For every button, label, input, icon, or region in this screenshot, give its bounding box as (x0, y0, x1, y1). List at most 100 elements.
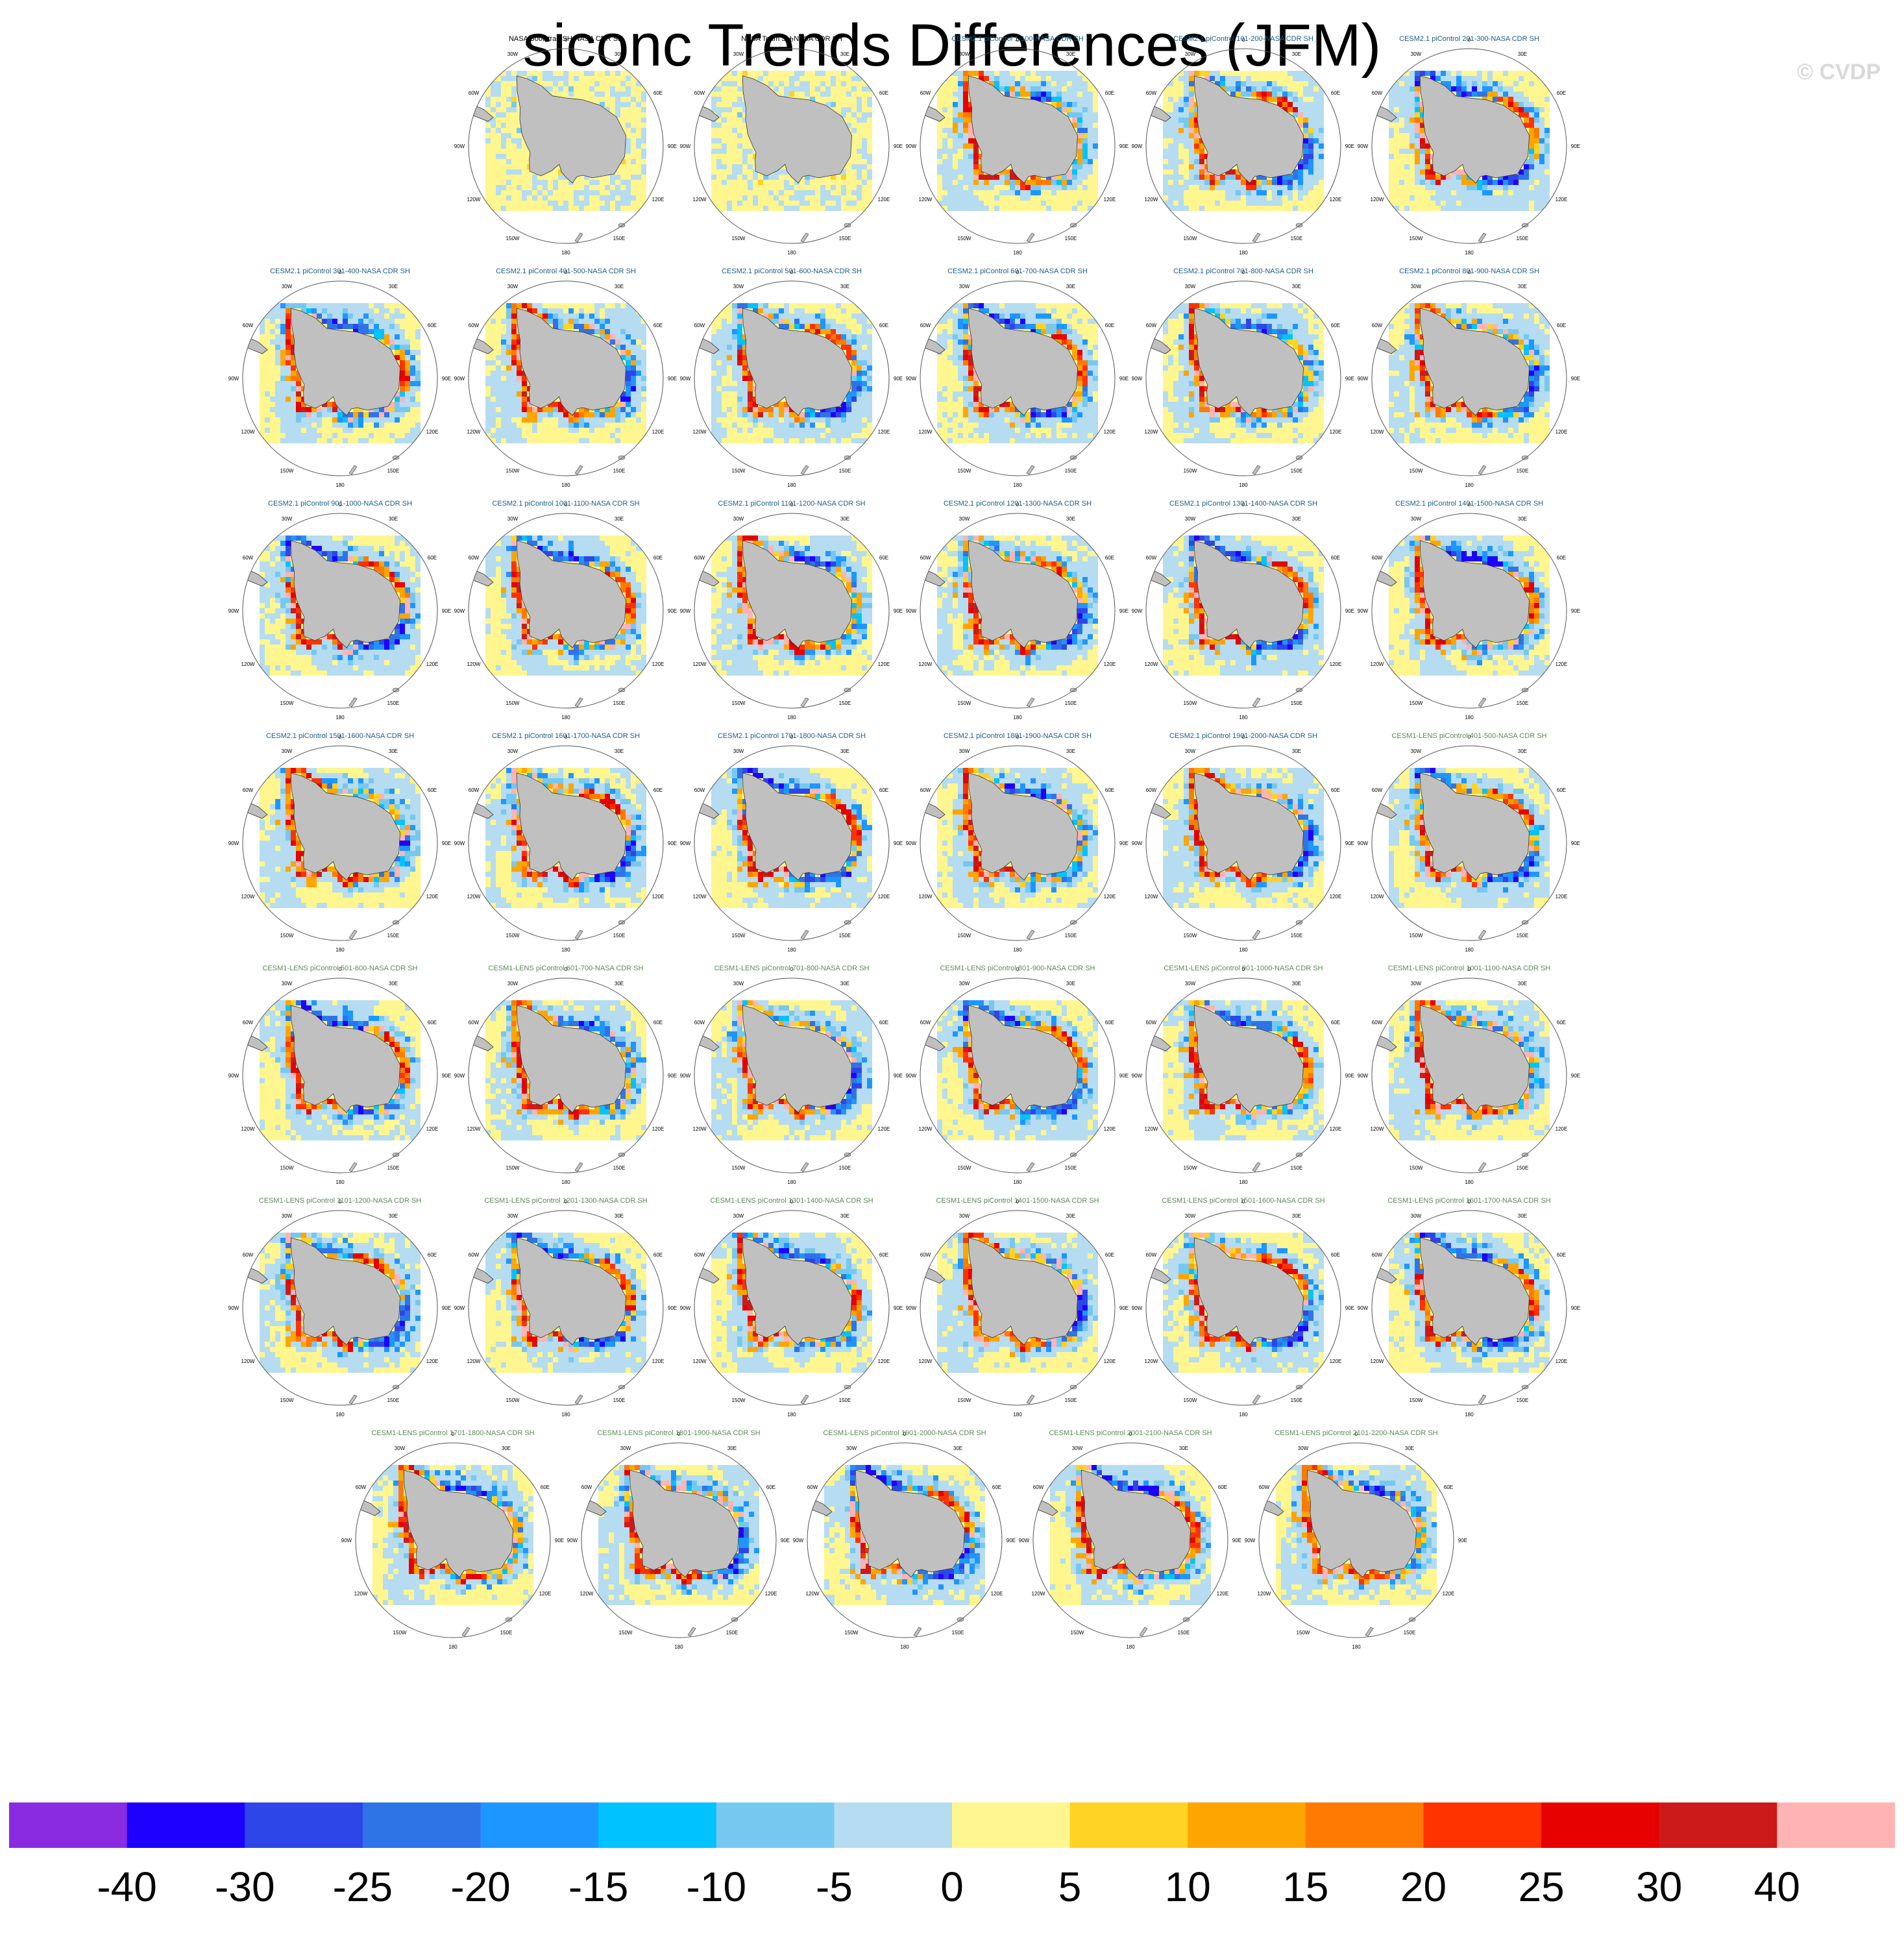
panel-title: CESM2.1 piControl 901-1000-NASA CDR SH (268, 500, 412, 508)
new-zealand-land (800, 465, 809, 475)
lon-tick-label: 0 (565, 37, 568, 43)
lon-tick-label: 120W (919, 1359, 933, 1364)
panel-title: CESM1-LENS piControl 1201-1300-NASA CDR … (484, 1197, 647, 1205)
lon-tick-label: 30W (846, 1445, 857, 1451)
lon-tick-label: 60E (653, 90, 663, 96)
lon-tick-label: 0 (339, 734, 342, 740)
lon-tick-label: 150W (732, 468, 746, 474)
lon-tick-label: 120W (580, 1591, 594, 1597)
lon-tick-label: 60W (694, 1020, 705, 1026)
panel-6: CESM2.1 piControl 301-400-NASA CDR SH0 30… (228, 267, 451, 488)
panel-title: CESM1-LENS piControl 1801-1900-NASA CDR … (597, 1429, 760, 1437)
lon-tick-label: 90W (341, 1538, 352, 1543)
panel-40: CESM1-LENS piControl 2101-2200-NASA CDR … (1245, 1429, 1467, 1650)
lon-tick-label: 60W (1259, 1484, 1270, 1490)
lon-tick-label: 60E (653, 787, 663, 793)
lon-tick-label: 30W (1411, 284, 1422, 289)
panel-32: CESM1-LENS piControl 1301-1400-NASA CDR … (680, 1197, 903, 1418)
lon-tick-label: 30W (733, 516, 744, 522)
lon-tick-label: 150E (613, 468, 626, 474)
antarctica-land (290, 1005, 401, 1113)
tasmania-land (844, 455, 851, 460)
lon-tick-label: 30W (733, 51, 744, 57)
lon-tick-label: 90E (1571, 841, 1580, 846)
map-boundary (468, 745, 664, 941)
lon-tick-label: 120W (693, 894, 707, 900)
lon-tick-label: 150W (958, 1397, 971, 1403)
lon-tick-label: 0 (1016, 966, 1019, 972)
panel-8: CESM2.1 piControl 501-600-NASA CDR SH0 30… (680, 267, 903, 488)
lon-tick-label: 60W (469, 1020, 480, 1026)
lon-tick-label: 0 (1242, 1199, 1245, 1205)
lon-tick-label: 60W (694, 90, 705, 96)
lon-tick-label: 180 (1465, 250, 1474, 256)
lon-tick-label: 180 (1013, 947, 1022, 953)
map-boundary (694, 280, 890, 476)
tasmania-land (1069, 920, 1077, 925)
lon-tick-label: 0 (1468, 1199, 1471, 1205)
lon-tick-label: 120W (1371, 1126, 1384, 1132)
tasmania-land (618, 455, 626, 460)
colorbar-swatch (480, 1802, 599, 1848)
tasmania-land (505, 1617, 513, 1622)
lon-tick-label: 90E (668, 841, 677, 846)
tasmania-land (392, 1384, 400, 1390)
antarctica-land (290, 772, 401, 881)
lon-tick-label: 120E (1556, 894, 1568, 900)
lon-tick-label: 0 (790, 966, 794, 972)
lon-tick-label: 150E (1404, 1630, 1416, 1636)
lon-tick-label: 90W (1132, 143, 1143, 149)
new-zealand-land (1252, 232, 1261, 243)
tasmania-land (1521, 223, 1529, 228)
lon-tick-label: 90E (668, 1073, 677, 1079)
antarctica-land (968, 772, 1079, 881)
lon-tick-label: 90E (668, 143, 677, 149)
map-boundary (1258, 1442, 1454, 1638)
lon-tick-label: 90W (906, 376, 917, 382)
lon-tick-label: 150E (613, 700, 626, 706)
new-zealand-land (1026, 697, 1035, 707)
lon-tick-label: 0 (1468, 269, 1471, 275)
lon-tick-label: 0 (565, 269, 568, 275)
lon-tick-label: 90E (442, 376, 451, 382)
lon-tick-label: 0 (565, 1199, 568, 1205)
panel-title: CESM1-LENS piControl 901-1000-NASA CDR S… (1164, 965, 1323, 972)
lon-tick-label: 90W (228, 1073, 239, 1079)
lon-tick-label: 30W (620, 1445, 631, 1451)
antarctica-land (968, 1237, 1079, 1346)
antarctica-land (1419, 540, 1530, 648)
lon-tick-label: 150W (1184, 468, 1197, 474)
map-boundary (694, 745, 890, 941)
lon-tick-label: 30E (1066, 1213, 1075, 1219)
map-boundary (1371, 48, 1567, 244)
lon-tick-label: 30W (959, 981, 970, 987)
lon-tick-label: 60E (1331, 323, 1340, 328)
lon-tick-label: 120E (426, 1126, 439, 1132)
colorbar-tick-label: -40 (97, 1863, 157, 1910)
lon-tick-label: 90E (1571, 1073, 1580, 1079)
lon-tick-label: 180 (336, 482, 345, 488)
antarctica-land (516, 1237, 627, 1346)
lon-tick-label: 180 (787, 482, 796, 488)
new-zealand-land (574, 929, 583, 940)
panel-title: CESM1-LENS piControl 2101-2200-NASA CDR … (1275, 1429, 1437, 1437)
tasmania-land (1295, 1384, 1303, 1390)
lon-tick-label: 150W (506, 468, 520, 474)
lon-tick-label: 60W (1372, 1020, 1383, 1026)
panel-4: CESM2.1 piControl 101-200-NASA CDR SH0 30… (1132, 35, 1354, 256)
lon-tick-label: 120E (1330, 661, 1342, 667)
map-boundary (242, 978, 438, 1174)
lon-tick-label: 30W (959, 1213, 970, 1219)
lon-tick-label: 0 (790, 1199, 794, 1205)
lon-tick-label: 60E (766, 1484, 775, 1490)
panel-14: CESM2.1 piControl 1101-1200-NASA CDR SH0… (680, 500, 903, 720)
lon-tick-label: 0 (1468, 966, 1471, 972)
new-zealand-land (1252, 1394, 1261, 1405)
lon-tick-label: 90W (454, 841, 465, 846)
lon-tick-label: 30E (615, 1213, 624, 1219)
lon-tick-label: 30E (953, 1445, 962, 1451)
new-zealand-land (1026, 465, 1035, 475)
panel-9: CESM2.1 piControl 601-700-NASA CDR SH0 30… (906, 267, 1129, 488)
lon-tick-label: 180 (1239, 1179, 1248, 1185)
lon-tick-label: 120W (693, 1359, 707, 1364)
